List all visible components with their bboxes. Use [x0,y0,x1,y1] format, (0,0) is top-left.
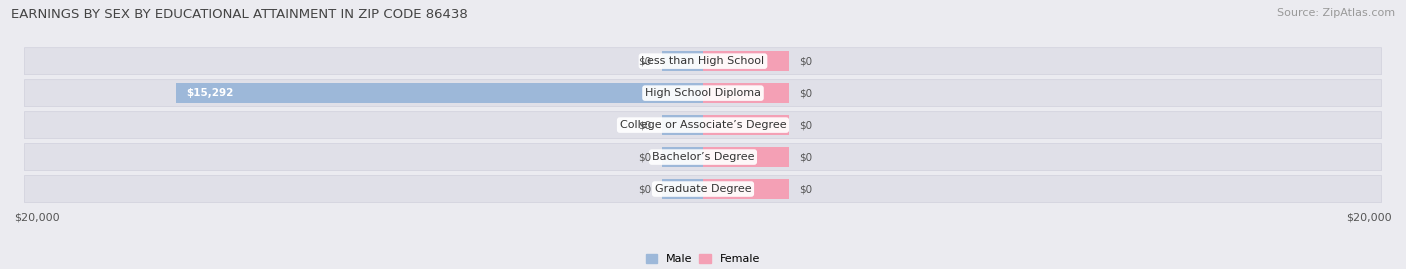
Bar [703,179,789,199]
Bar [662,179,703,199]
Text: $20,000: $20,000 [14,212,59,222]
Text: $0: $0 [800,184,813,194]
Text: Graduate Degree: Graduate Degree [655,184,751,194]
Bar [176,83,703,103]
Text: $15,292: $15,292 [187,88,233,98]
Text: $0: $0 [638,120,651,130]
Bar [662,115,703,135]
Text: $0: $0 [638,184,651,194]
Text: Bachelor’s Degree: Bachelor’s Degree [652,152,754,162]
Text: $0: $0 [800,88,813,98]
Legend: Male, Female: Male, Female [641,249,765,269]
Text: High School Diploma: High School Diploma [645,88,761,98]
FancyBboxPatch shape [24,176,1382,203]
Bar [703,147,789,167]
Bar [662,147,703,167]
FancyBboxPatch shape [24,112,1382,139]
FancyBboxPatch shape [24,80,1382,107]
Text: Less than High School: Less than High School [641,56,765,66]
Text: $20,000: $20,000 [1347,212,1392,222]
Text: College or Associate’s Degree: College or Associate’s Degree [620,120,786,130]
Text: $0: $0 [800,152,813,162]
FancyBboxPatch shape [24,144,1382,171]
Text: $0: $0 [800,56,813,66]
Bar [703,51,789,71]
Text: $0: $0 [638,152,651,162]
Text: Source: ZipAtlas.com: Source: ZipAtlas.com [1277,8,1395,18]
Bar [703,115,789,135]
Bar [703,83,789,103]
Text: $0: $0 [638,56,651,66]
Text: EARNINGS BY SEX BY EDUCATIONAL ATTAINMENT IN ZIP CODE 86438: EARNINGS BY SEX BY EDUCATIONAL ATTAINMEN… [11,8,468,21]
Text: $0: $0 [800,120,813,130]
Bar [662,51,703,71]
FancyBboxPatch shape [24,48,1382,75]
